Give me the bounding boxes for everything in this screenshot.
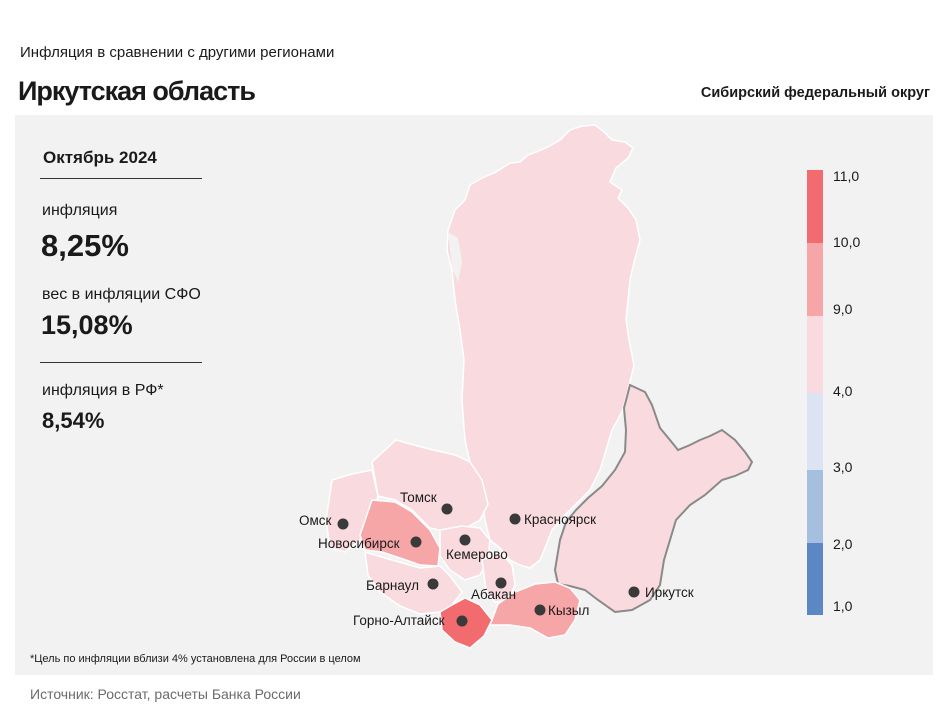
tomsk-marker	[441, 503, 453, 515]
krasnoyarsk-marker	[509, 513, 521, 525]
city-markers: Томск Омск Красноярск Новосибирск Кемеро…	[299, 490, 694, 628]
inflation-value: 8,25%	[41, 228, 129, 263]
legend-tick-11: 11,0	[833, 168, 860, 184]
city-label-krasnoyarsk: Красноярск	[524, 512, 596, 527]
rf-inflation-label: инфляция в РФ*	[42, 382, 164, 399]
city-label-tomsk: Томск	[400, 490, 437, 505]
source-note: Источник: Росстат, расчеты Банка России	[30, 686, 301, 702]
divider-top	[40, 178, 202, 179]
city-label-gorno-altaysk: Горно-Алтайск	[353, 613, 445, 628]
region-notch	[448, 232, 462, 282]
novosibirsk-marker	[410, 536, 422, 548]
legend-tick-2: 2,0	[833, 536, 853, 552]
period-label: Октябрь 2024	[43, 148, 157, 167]
legend-band-3-4	[807, 393, 823, 470]
weight-value: 15,08%	[41, 310, 133, 340]
legend-band-4-9	[807, 316, 823, 393]
kyzyl-marker	[534, 604, 546, 616]
legend-band-10-11	[807, 170, 823, 243]
legend-band-1-2	[807, 543, 823, 615]
barnaul-marker	[427, 578, 439, 590]
legend-tick-4: 4,0	[833, 383, 853, 399]
legend-tick-1: 1,0	[833, 598, 853, 614]
divider-bottom	[40, 362, 202, 363]
region-krasnoyarsk	[446, 124, 641, 569]
inflation-label: инфляция	[42, 202, 118, 219]
city-label-barnaul: Барнаул	[366, 578, 419, 593]
irkutsk-marker	[628, 586, 640, 598]
legend-band-2-3	[807, 470, 823, 543]
legend-tick-9: 9,0	[833, 301, 853, 317]
kemerovo-marker	[459, 534, 471, 546]
region-irkutsk	[553, 383, 754, 614]
legend-tick-3: 3,0	[833, 459, 853, 475]
city-label-kyzyl: Кызыл	[548, 603, 589, 618]
city-label-novosibirsk: Новосибирск	[318, 536, 400, 551]
region-novosibirsk	[359, 499, 441, 567]
region-tomsk	[371, 439, 489, 533]
city-label-omsk: Омск	[299, 513, 332, 528]
omsk-marker	[337, 518, 349, 530]
region-khakassia	[481, 551, 516, 603]
color-legend	[807, 170, 823, 615]
city-label-kemerovo: Кемерово	[446, 547, 508, 562]
city-label-irkutsk: Иркутск	[645, 585, 694, 600]
weight-label: вес в инфляции СФО	[42, 286, 201, 303]
gorno-altaysk-marker	[456, 615, 468, 627]
city-label-abakan: Абакан	[471, 587, 516, 602]
page-title: Иркутская область	[18, 76, 256, 106]
legend-tick-10: 10,0	[833, 234, 861, 250]
district-label: Сибирский федеральный округ	[700, 85, 930, 101]
abakan-marker	[495, 577, 507, 589]
page-subtitle: Инфляция в сравнении с другими регионами	[20, 44, 335, 61]
rf-inflation-value: 8,54%	[42, 408, 105, 433]
legend-band-9-10	[807, 243, 823, 316]
footnote: *Цель по инфляции вблизи 4% установлена …	[30, 653, 361, 665]
